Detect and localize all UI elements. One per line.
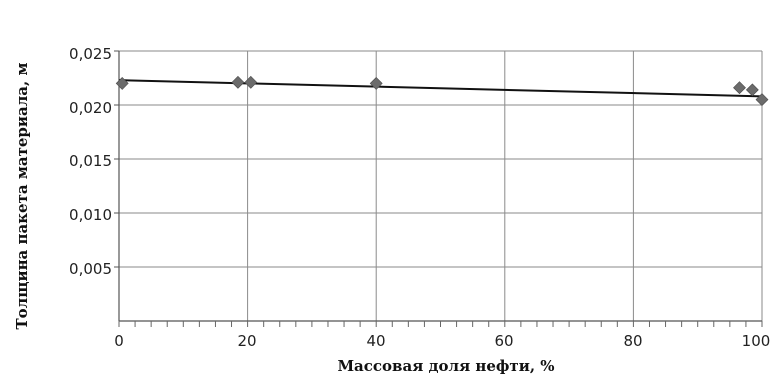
y-tick-label: 0,020	[69, 99, 112, 117]
data-point-diamond	[745, 83, 759, 97]
x-tick-label: 40	[366, 332, 385, 350]
data-point-diamond	[244, 75, 258, 89]
y-tick-label: 0,025	[69, 45, 112, 63]
trendline-line	[118, 79, 763, 98]
x-minor-ticks	[118, 321, 763, 327]
trendline	[118, 79, 763, 98]
data-point-diamond	[755, 93, 769, 107]
x-tick-label: 20	[237, 332, 256, 350]
y-tick-label: 0,015	[69, 152, 112, 170]
data-point-diamond	[369, 76, 383, 90]
x-tick-label: 0	[114, 332, 124, 350]
y-tick-labels: 0,025 0,020 0,015 0,010 0,005	[69, 45, 112, 278]
data-points	[115, 75, 769, 107]
y-tick-label: 0,005	[69, 260, 112, 278]
data-point-diamond	[115, 76, 129, 90]
vertical-gridlines	[118, 51, 763, 321]
data-point-diamond	[733, 81, 746, 95]
x-tick-label: 60	[494, 332, 513, 350]
axes	[118, 51, 762, 322]
x-tick-label: 100	[742, 332, 771, 350]
x-tick-label: 80	[623, 332, 642, 350]
x-tick-labels: 0 20 40 60 80 100	[114, 332, 770, 350]
plot-area	[114, 50, 769, 327]
y-tick-label: 0,010	[69, 206, 112, 224]
x-axis-title: Массовая доля нефти, %	[337, 357, 554, 375]
y-axis-title: Толщина пакета материала, м	[13, 62, 31, 329]
horizontal-gridlines	[114, 50, 762, 268]
data-point-diamond	[231, 75, 245, 89]
